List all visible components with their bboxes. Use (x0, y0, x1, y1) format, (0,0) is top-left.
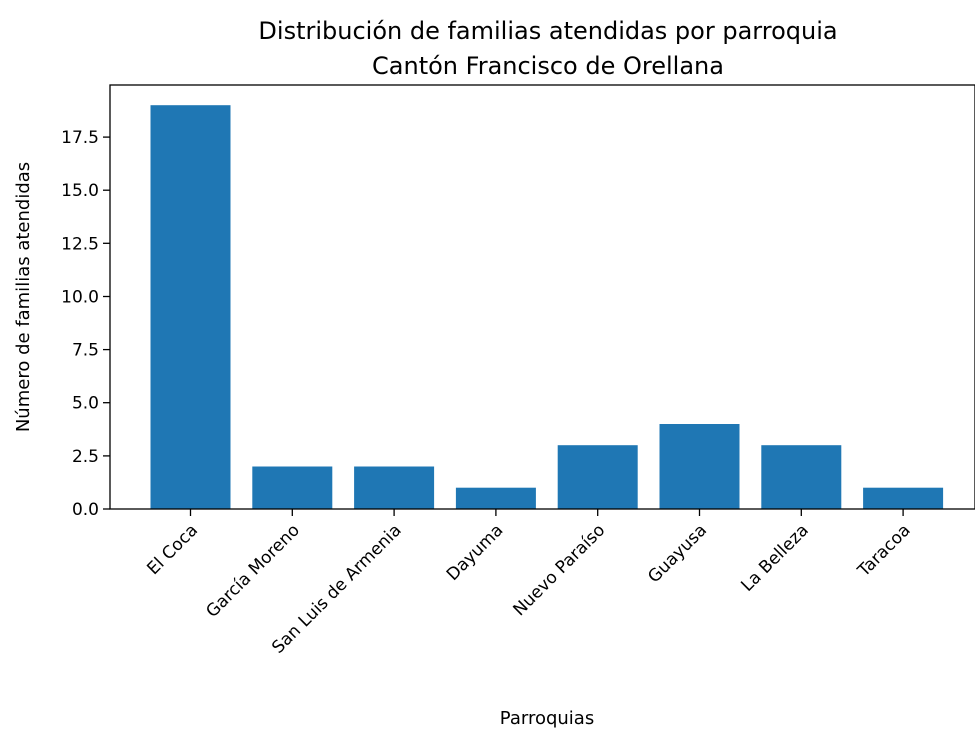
y-tick-label: 15.0 (61, 181, 99, 201)
chart-title-line-1: Distribución de familias atendidas por p… (258, 17, 837, 45)
bars-group (150, 105, 944, 509)
y-axis-ticks: 0.0 2.5 5.0 7.5 10.0 12.5 15.0 17.5 (61, 128, 110, 520)
bar-taracoa (863, 487, 944, 509)
x-tick-label: Nuevo Paraíso (509, 520, 609, 620)
x-axis-label: Parroquias (500, 708, 594, 729)
bar-la-belleza (761, 445, 842, 509)
x-tick-label: La Belleza (737, 520, 812, 595)
x-tick-label: Dayuma (443, 520, 508, 585)
bar-nuevo-paraíso (557, 445, 638, 509)
y-tick-label: 2.5 (72, 447, 99, 467)
x-tick-label: García Moreno (202, 520, 303, 621)
y-tick-label: 10.0 (61, 288, 99, 308)
bar-san-luis-de-armenia (354, 466, 435, 509)
x-tick-label: Taracoa (853, 520, 914, 581)
y-tick-label: 0.0 (72, 500, 99, 520)
chart-title-line-2: Cantón Francisco de Orellana (372, 52, 724, 80)
bar-dayuma (455, 487, 536, 509)
bar-guayusa (659, 424, 740, 509)
y-axis-label: Número de familias atendidas (13, 162, 34, 432)
y-tick-label: 7.5 (72, 341, 99, 361)
y-tick-label: 17.5 (61, 128, 99, 148)
bar-el-coca (150, 105, 231, 509)
chart-title: Distribución de familias atendidas por p… (258, 17, 837, 80)
x-tick-label: Guayusa (644, 520, 711, 587)
plot-area: 0.0 2.5 5.0 7.5 10.0 12.5 15.0 17.5 El Coca Garc… (61, 84, 975, 658)
x-tick-label: El Coca (143, 520, 202, 579)
y-tick-label: 5.0 (72, 394, 99, 414)
bar-garcía-moreno (252, 466, 333, 509)
axes-frame (109, 84, 975, 510)
y-tick-label: 12.5 (61, 234, 99, 254)
